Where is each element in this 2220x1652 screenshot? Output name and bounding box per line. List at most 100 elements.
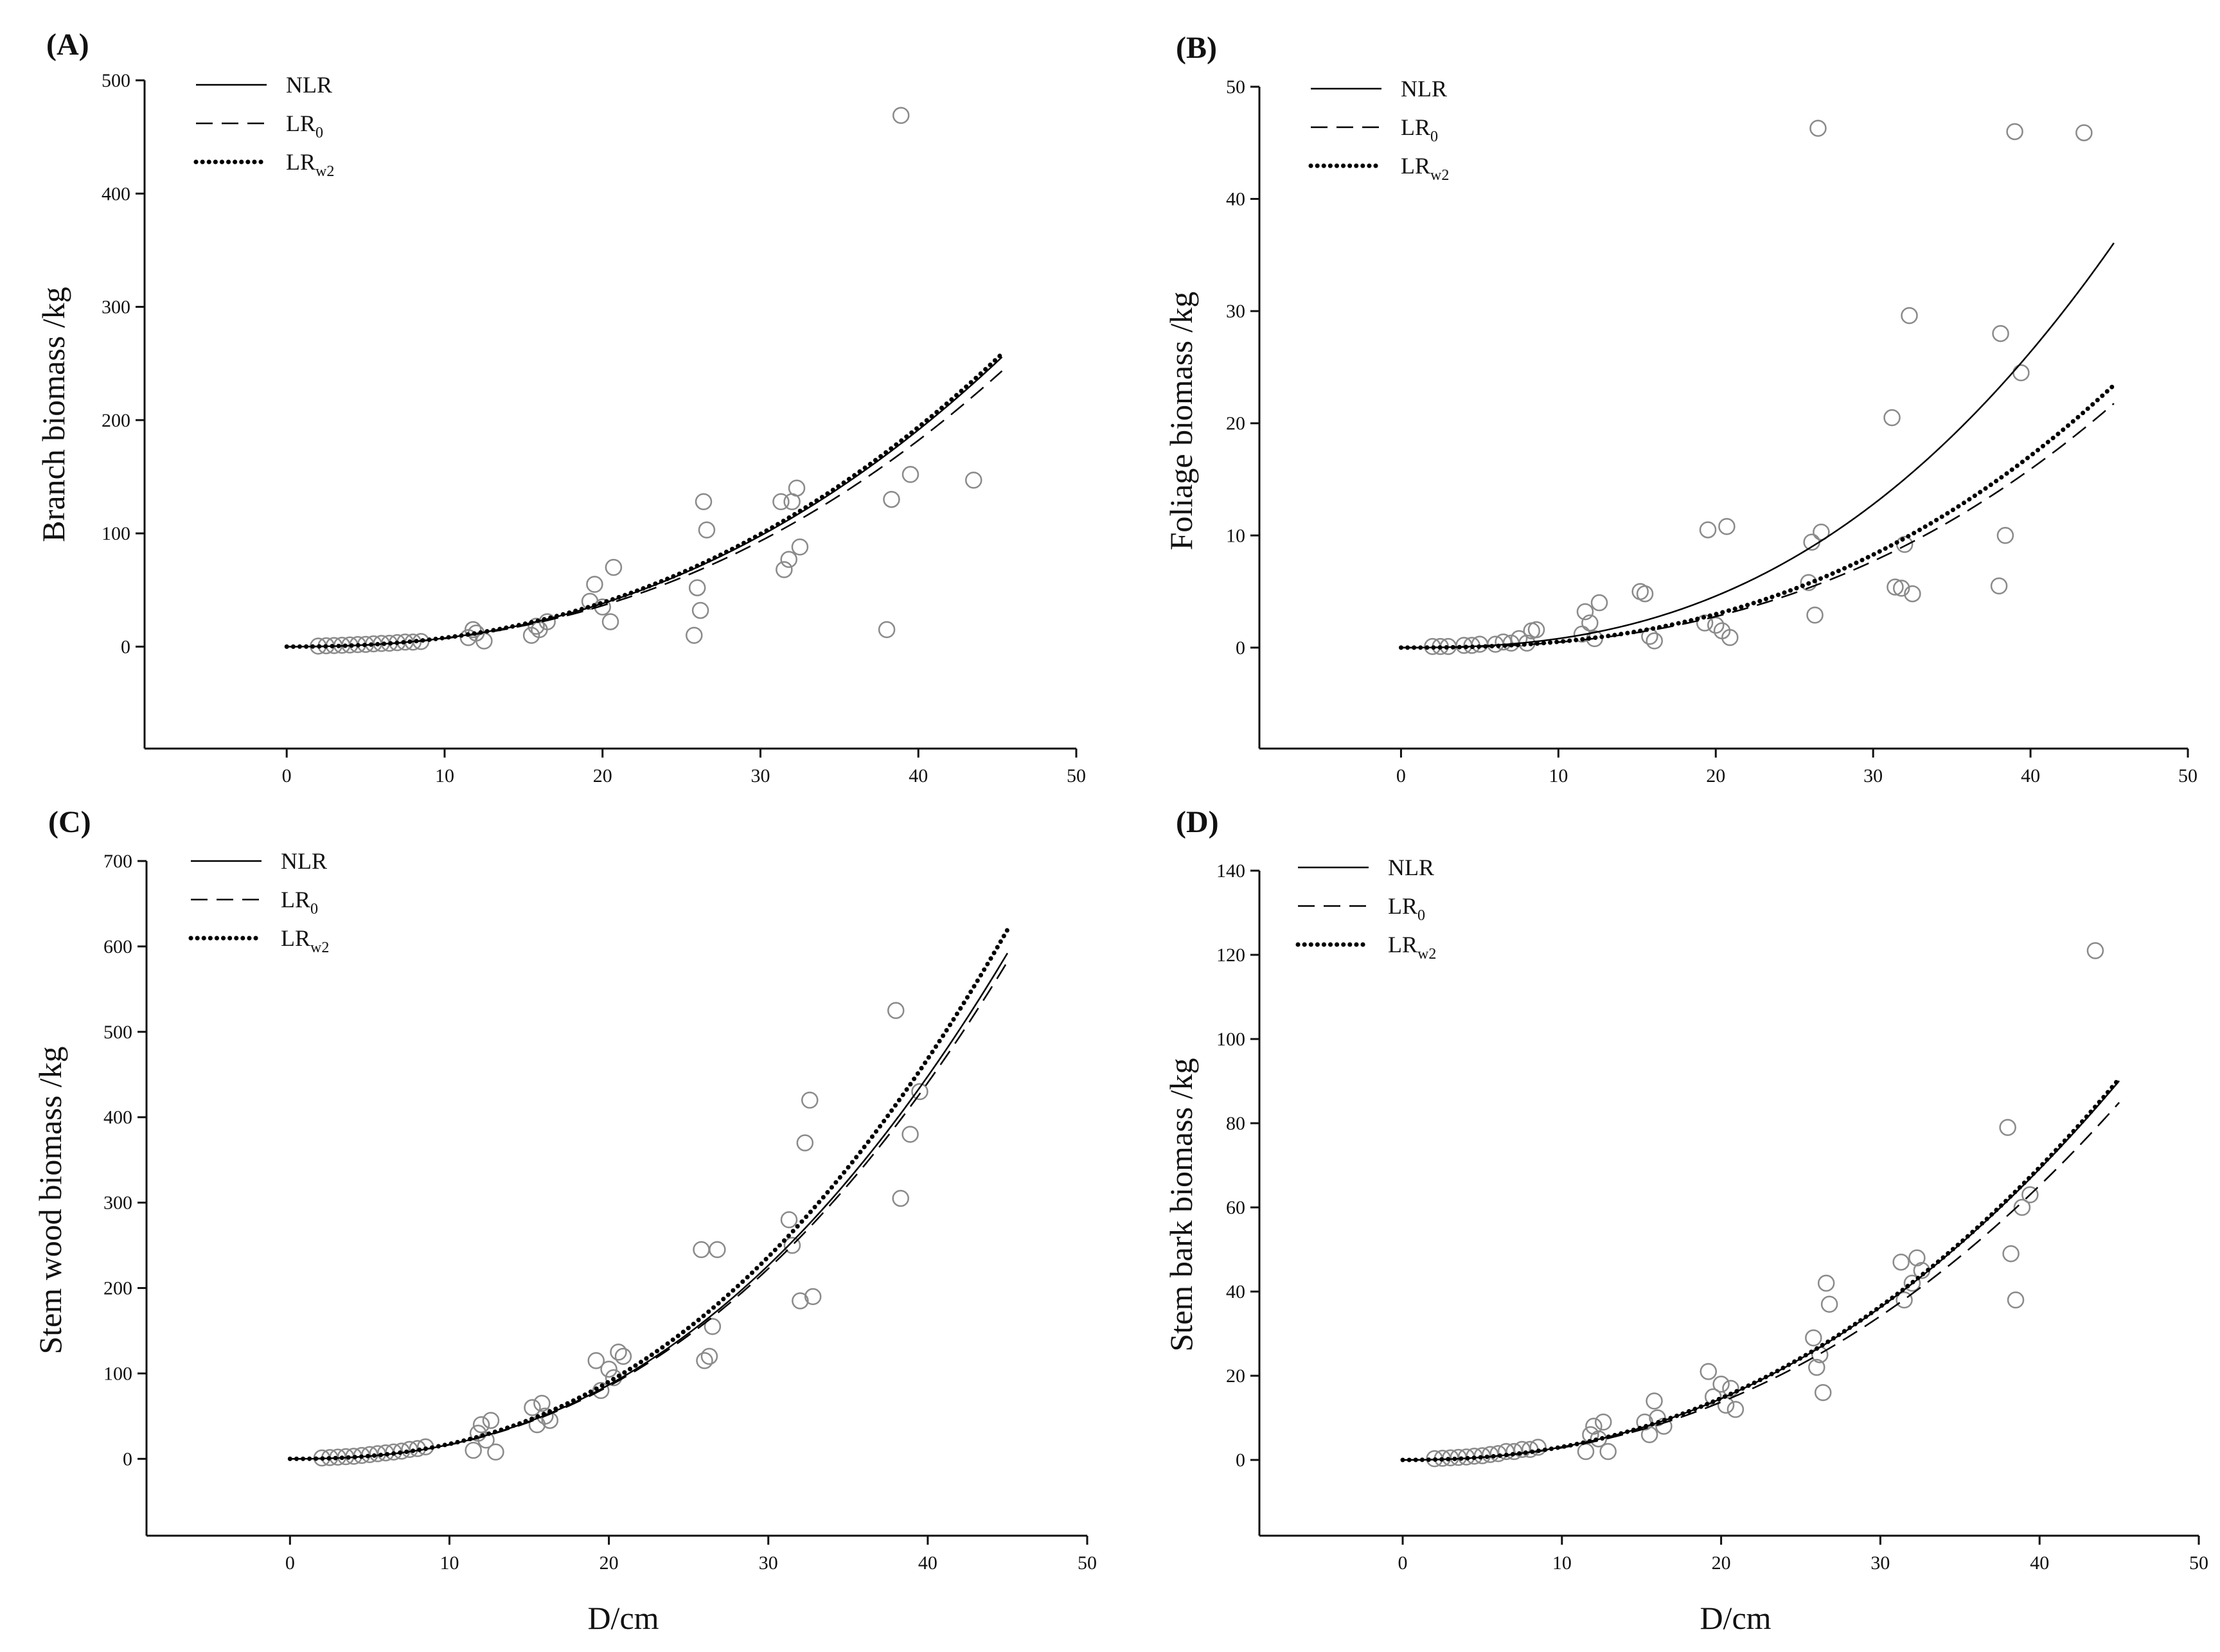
scatter-point: [792, 1292, 809, 1310]
x-tick-label: 0: [1398, 1552, 1408, 1574]
legend-label: LRw2: [1388, 932, 1436, 963]
scatter-point: [605, 558, 623, 576]
scatter-point: [1577, 1443, 1595, 1461]
scatter-point: [482, 1412, 500, 1429]
x-tick-label: 20: [593, 765, 612, 786]
x-tick-label: 0: [282, 765, 292, 786]
scatter-point: [1707, 616, 1725, 634]
y-tick-label: 300: [102, 297, 130, 318]
scatter-point: [1800, 574, 1818, 591]
scatter-point: [911, 1083, 928, 1101]
x-tick-label: 10: [1549, 765, 1568, 786]
x-tick-label: 30: [1863, 765, 1883, 786]
y-tick-label: 0: [123, 1448, 132, 1470]
series-line-nlr: [1401, 242, 2115, 649]
scatter-point: [1896, 1291, 1913, 1309]
scatter-point: [1901, 306, 1918, 324]
scatter-point: [592, 1381, 610, 1399]
scatter-point: [1814, 1384, 1832, 1401]
series-line-lr0: [1401, 403, 2115, 649]
x-tick-label: 10: [435, 765, 454, 786]
legend-label: LRw2: [286, 149, 334, 180]
y-tick-label: 100: [102, 523, 130, 544]
scatter-point: [691, 601, 709, 619]
series-line-lr0: [290, 961, 1008, 1460]
series-line-lrw2: [284, 351, 1004, 649]
y-tick-label: 500: [102, 70, 130, 91]
x-tick-label: 50: [1067, 765, 1086, 786]
scatter-point: [464, 621, 482, 639]
y-tick-label: 40: [1226, 189, 1245, 210]
y-tick-label: 200: [102, 410, 130, 431]
legend-label: NLR: [1388, 855, 1434, 880]
scatter-point: [1529, 1439, 1547, 1456]
scatter-point: [688, 579, 706, 596]
scatter-point: [780, 1211, 798, 1229]
scatter-point: [1594, 1413, 1612, 1431]
legend-label: LR0: [286, 111, 323, 141]
scatter-point: [796, 1134, 814, 1151]
scatter-point: [1817, 1274, 1835, 1292]
scatter-point: [1585, 1417, 1603, 1435]
scatter-point: [1883, 409, 1901, 427]
y-tick-label: 140: [1216, 860, 1245, 882]
series-line-nlr: [1403, 1080, 2120, 1461]
scatter-point: [883, 490, 900, 508]
panel-label: (B): [1176, 31, 1217, 65]
scatter-point: [1996, 527, 2014, 544]
y-tick-label: 40: [1226, 1281, 1245, 1302]
legend: NLR LR0 LRw2: [193, 72, 334, 180]
panel-a: 0 100 200 300 400 500 0 10 20 30 40 50 (A) Branch bio…: [35, 28, 1086, 786]
y-tick-label: 700: [103, 851, 132, 872]
x-axis-title: D/cm: [587, 1600, 659, 1636]
y-axis-title: Stem wood biomass /kg: [32, 1046, 68, 1354]
scatter-point: [2075, 124, 2093, 141]
x-tick-label: 0: [1396, 765, 1406, 786]
series-line-lrw2: [1400, 1076, 2122, 1462]
legend-subscript: w2: [1417, 946, 1436, 963]
scatter-point: [1576, 603, 1594, 621]
scatter-point: [1590, 1430, 1608, 1448]
panel-d: 0 20 40 60 80 100 120 140 0 10 20 30 40 50 (D) Stem bar…: [1163, 805, 2208, 1636]
series-line-lrw2: [287, 927, 1010, 1461]
scatter-point: [1646, 1392, 1663, 1410]
panel-label: (C): [48, 805, 91, 839]
scatter-point: [1696, 614, 1714, 632]
scatter-point: [780, 551, 797, 568]
scatter-point: [1820, 1295, 1838, 1313]
series-line-lrw2: [1398, 382, 2117, 650]
scatter-point: [1699, 521, 1717, 538]
scatter-point: [804, 1288, 822, 1306]
y-tick-label: 20: [1226, 413, 1245, 434]
scatter-point: [475, 632, 493, 650]
y-tick-label: 400: [102, 183, 130, 204]
scatter-point: [700, 1347, 718, 1365]
legend-label: NLR: [286, 72, 332, 98]
scatter-point: [693, 1241, 710, 1258]
y-tick-label: 100: [1216, 1029, 1245, 1050]
scatter-point: [2086, 942, 2104, 959]
scatter-point: [1892, 1253, 1910, 1271]
y-tick-label: 30: [1226, 301, 1245, 322]
legend-label: LR0: [1388, 893, 1425, 924]
scatter-point: [695, 493, 713, 510]
scatter-point: [1712, 1375, 1730, 1393]
panel-label: (D): [1176, 805, 1219, 839]
y-tick-label: 100: [103, 1363, 132, 1384]
y-tick-label: 50: [1226, 76, 1245, 98]
x-tick-label: 10: [1552, 1552, 1572, 1574]
series-line-nlr: [287, 356, 1003, 648]
series-line-lr0: [287, 370, 1003, 648]
x-tick-label: 20: [1706, 765, 1725, 786]
scatter-points: [313, 1002, 928, 1467]
y-axis-title: Branch biomass /kg: [35, 287, 71, 542]
scatter-points: [1426, 942, 2104, 1468]
scatter-point: [1495, 633, 1512, 651]
legend-label: NLR: [1401, 76, 1447, 102]
scatter-point: [1718, 518, 1736, 535]
legend-label: NLR: [281, 848, 327, 874]
y-tick-label: 400: [103, 1107, 132, 1128]
panel-c: 0 100 200 300 400 500 600 700 0 10 20 30 40 50 (C) Stem…: [32, 805, 1097, 1636]
legend-subscript: 0: [310, 901, 318, 918]
legend: NLR LR0 LRw2: [1308, 76, 1449, 184]
